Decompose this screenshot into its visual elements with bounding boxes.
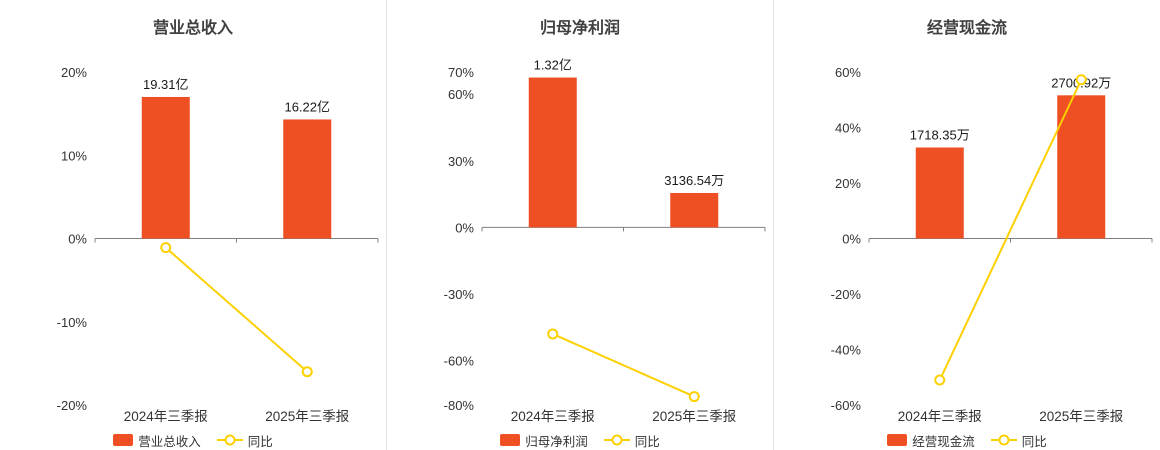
legend-item-line[interactable]: 同比 (603, 431, 660, 450)
legend-line-label: 同比 (634, 434, 660, 449)
legend-item-bar[interactable]: 营业总收入 (113, 431, 201, 450)
y-tick-label: -80% (444, 398, 475, 413)
legend: 归母净利润 同比 (387, 430, 773, 450)
y-tick-label: 20% (61, 65, 87, 80)
panel-title: 营业总收入 (152, 20, 233, 37)
legend-bar-label: 经营现金流 (912, 434, 975, 449)
yoy-line-marker[interactable] (547, 328, 559, 340)
legend-line-label: 同比 (247, 434, 273, 449)
bar-value-label: 16.22亿 (284, 99, 330, 114)
y-tick-label: 60% (835, 65, 861, 80)
bar-swatch-icon (500, 434, 521, 446)
line-marker-icon (998, 434, 1010, 446)
legend-item-line[interactable]: 同比 (216, 431, 273, 450)
bar-swatch-icon (887, 434, 908, 446)
legend: 营业总收入 同比 (0, 430, 386, 450)
legend-item-bar[interactable]: 经营现金流 (887, 431, 975, 450)
net-profit-panel: 归母净利润 70% 60% 30% 0% -30% -60% -80% 1.32亿 3136.5… (386, 0, 773, 450)
yoy-line-marker[interactable] (301, 366, 313, 378)
legend-bar-label: 营业总收入 (138, 434, 201, 449)
line-marker-icon (224, 434, 236, 446)
yoy-line (938, 79, 1083, 381)
bar-value-label: 1.32亿 (534, 58, 572, 73)
bar[interactable] (283, 119, 332, 239)
legend-line-label: 同比 (1021, 434, 1047, 449)
y-tick-label: 0% (455, 220, 474, 235)
legend-item-bar[interactable]: 归母净利润 (500, 431, 588, 450)
bar[interactable] (670, 192, 719, 228)
yoy-line (552, 333, 695, 398)
legend-bar-label: 归母净利润 (525, 434, 588, 449)
bar-value-label: 1718.35万 (910, 127, 970, 142)
chart-svg: 70% 60% 30% 0% -30% -60% -80% 1.32亿 3136.54万 2024… (444, 58, 766, 424)
y-tick-label: -60% (444, 354, 475, 369)
y-tick-label: 70% (448, 65, 474, 80)
y-tick-label: 60% (448, 87, 474, 102)
y-tick-label: 20% (835, 176, 861, 191)
y-tick-label: 40% (835, 121, 861, 136)
y-tick-label: -20% (57, 398, 88, 413)
yoy-line-marker[interactable] (934, 374, 946, 386)
y-tick-label: -60% (831, 398, 862, 413)
line-marker-icon (611, 434, 623, 446)
chart-svg: 60%40%20%0%-20%-40%-60%1718.35万2700.92万2… (831, 65, 1153, 424)
bar-value-label: 3136.54万 (664, 173, 724, 188)
cash-flow-panel: 经营现金流 60%40%20%0%-20%-40%-60%1718.35万270… (773, 0, 1160, 450)
y-tick-label: -20% (831, 287, 862, 302)
x-category-label: 2024年三季报 (898, 409, 982, 424)
bar[interactable] (1057, 95, 1106, 239)
y-tick-label: -10% (57, 315, 88, 330)
legend: 经营现金流 同比 (774, 430, 1160, 450)
bar-value-label: 19.31亿 (143, 77, 189, 92)
y-tick-label: 10% (61, 148, 87, 163)
bar[interactable] (141, 96, 190, 239)
yoy-line (165, 246, 308, 373)
line-swatch-icon (216, 434, 243, 446)
bar[interactable] (528, 77, 577, 228)
y-tick-label: 30% (448, 154, 474, 169)
chart-svg: 20% 10% 0% -10% -20% 19.31亿 16.22亿 2024年三季报 2025… (57, 65, 379, 424)
line-swatch-icon (603, 434, 630, 446)
bar-swatch-icon (113, 434, 134, 446)
y-tick-label: 0% (68, 232, 87, 247)
x-category-label: 2025年三季报 (652, 409, 736, 424)
panel-title: 经营现金流 (926, 20, 1007, 37)
x-category-label: 2025年三季报 (1039, 409, 1123, 424)
yoy-line-marker[interactable] (1075, 74, 1087, 86)
y-tick-label: 0% (842, 232, 861, 247)
x-category-label: 2024年三季报 (511, 409, 595, 424)
x-category-label: 2024年三季报 (124, 409, 208, 424)
x-category-label: 2025年三季报 (265, 409, 349, 424)
y-tick-label: -40% (831, 343, 862, 358)
panel-title: 归母净利润 (539, 20, 620, 37)
revenue-panel: 营业总收入 20% 10% 0% -10% -20% 19.31亿 16.22亿 2024年三… (0, 0, 386, 450)
line-swatch-icon (990, 434, 1017, 446)
yoy-line-marker[interactable] (160, 242, 172, 254)
y-tick-label: -30% (444, 287, 475, 302)
legend-item-line[interactable]: 同比 (990, 431, 1047, 450)
bar[interactable] (915, 147, 964, 239)
yoy-line-marker[interactable] (688, 391, 700, 403)
